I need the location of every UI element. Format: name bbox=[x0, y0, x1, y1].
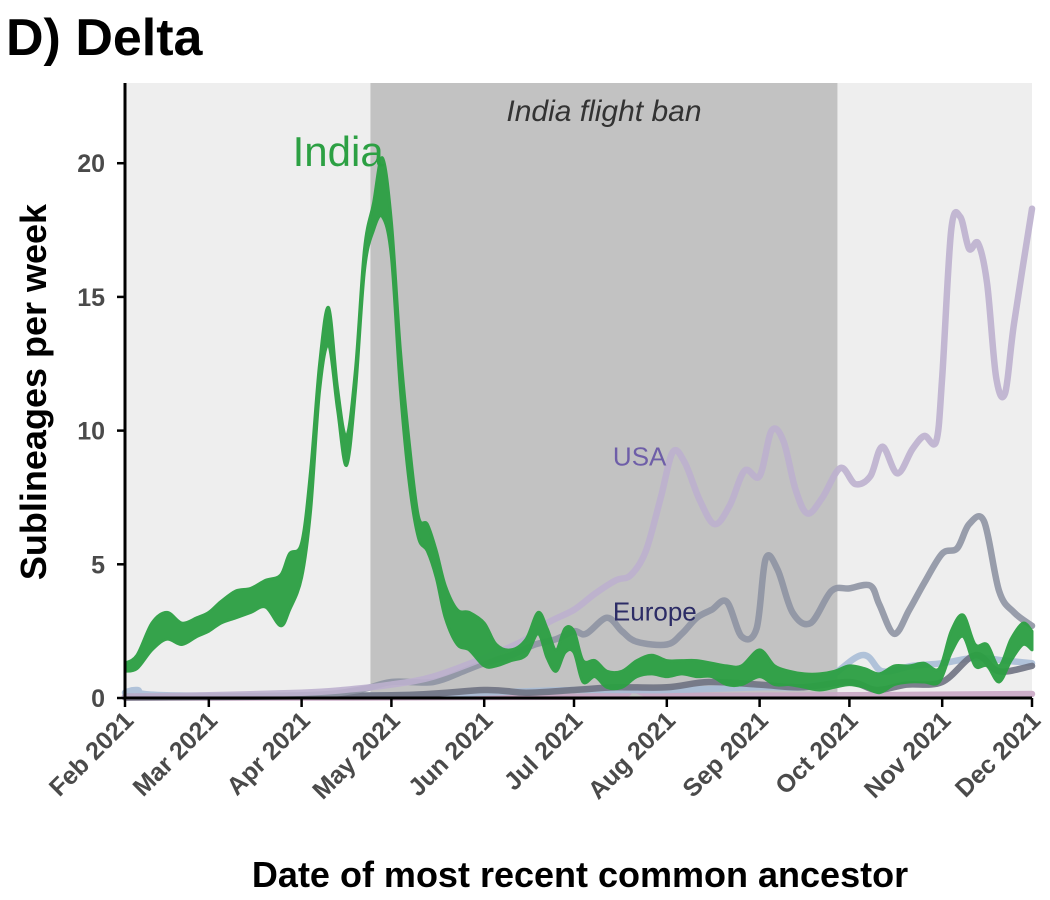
x-tick-label: Dec 2021 bbox=[950, 706, 1047, 803]
y-tick-label: 10 bbox=[77, 418, 105, 446]
panel-title: D) Delta bbox=[6, 9, 203, 67]
x-tick-label: Nov 2021 bbox=[859, 706, 957, 804]
y-tick-label: 20 bbox=[77, 150, 105, 178]
x-tick-label: Sep 2021 bbox=[677, 706, 774, 803]
x-tick-label: Mar 2021 bbox=[128, 706, 224, 802]
series-label-layer: India USA Europe bbox=[293, 128, 697, 627]
flight-ban-shade bbox=[370, 83, 838, 698]
y-tick-label: 15 bbox=[77, 284, 105, 312]
y-tick-group: 0 5 10 15 20 bbox=[77, 150, 125, 713]
x-tick-label: Oct 2021 bbox=[770, 706, 864, 800]
x-tick-label: Apr 2021 bbox=[221, 706, 316, 801]
y-tick-label: 5 bbox=[91, 551, 105, 579]
series-ribbon-india bbox=[123, 156, 1034, 695]
series-label-europe: Europe bbox=[613, 596, 697, 626]
x-tick-label: Jun 2021 bbox=[403, 706, 499, 802]
x-axis-title: Date of most recent common ancestor bbox=[252, 854, 908, 895]
x-tick-label: Jul 2021 bbox=[499, 706, 589, 796]
y-axis-title: Sublineages per week bbox=[13, 203, 54, 580]
series-label-usa: USA bbox=[613, 441, 667, 471]
y-tick-label: 0 bbox=[91, 685, 105, 713]
x-tick-label: Aug 2021 bbox=[583, 706, 681, 804]
series-label-india: India bbox=[293, 128, 385, 175]
flight-ban-label: India flight ban bbox=[506, 95, 701, 128]
x-tick-label: Feb 2021 bbox=[44, 706, 140, 802]
x-tick-label: May 2021 bbox=[307, 706, 405, 804]
